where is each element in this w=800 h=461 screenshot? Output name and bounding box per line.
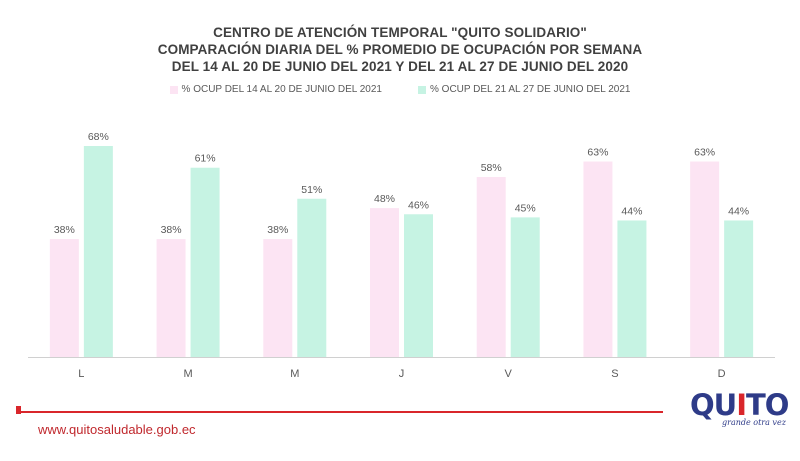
- bar-2020-5: [617, 220, 647, 357]
- title-line-2: COMPARACIÓN DIARIA DEL % PROMEDIO DE OCU…: [157, 42, 643, 57]
- title-line-3: DEL 14 AL 20 DE JUNIO DEL 2021 Y DEL 21 …: [171, 59, 629, 74]
- data-label-2020-0: 68%: [88, 131, 109, 143]
- bar-2021-1: [156, 239, 186, 357]
- bar-2020-3: [404, 214, 433, 357]
- data-label-2020-6: 44%: [728, 205, 749, 217]
- chart-legend: % OCUP DEL 14 AL 20 DE JUNIO DEL 2021 % …: [0, 84, 800, 95]
- chart-title: CENTRO DE ATENCIÓN TEMPORAL "QUITO SOLID…: [0, 24, 800, 75]
- bar-2020-4: [510, 217, 540, 357]
- bar-2020-6: [724, 220, 754, 357]
- data-label-2020-2: 51%: [301, 184, 322, 196]
- x-tick-label-0: L: [78, 368, 84, 380]
- x-tick-label-3: J: [399, 368, 405, 380]
- logo-tagline: grande otra vez: [722, 418, 786, 427]
- data-label-2020-4: 45%: [515, 202, 536, 214]
- title-line-1: CENTRO DE ATENCIÓN TEMPORAL "QUITO SOLID…: [213, 25, 587, 40]
- legend-swatch-2021: [169, 85, 178, 94]
- data-label-2021-6: 63%: [694, 147, 715, 159]
- data-label-2020-1: 61%: [195, 153, 216, 165]
- bar-2020-2: [297, 198, 327, 357]
- footer-website-link[interactable]: www.quitosaludable.gob.ec: [38, 422, 196, 437]
- legend-item-2021: % OCUP DEL 14 AL 20 DE JUNIO DEL 2021: [169, 84, 382, 95]
- legend-swatch-2020: [418, 85, 426, 94]
- x-tick-label-1: M: [183, 368, 192, 380]
- data-label-2021-0: 38%: [54, 224, 75, 236]
- footer-divider: [18, 411, 663, 413]
- bar-2021-5: [583, 161, 613, 357]
- data-label-2021-4: 58%: [481, 162, 502, 174]
- bar-2021-6: [690, 161, 720, 357]
- data-label-2021-3: 48%: [374, 193, 395, 205]
- bar-2021-4: [476, 177, 506, 357]
- bar-2021-0: [49, 239, 79, 357]
- data-label-2021-5: 63%: [587, 147, 608, 159]
- data-label-2020-5: 44%: [621, 205, 642, 217]
- bar-2021-2: [263, 239, 293, 357]
- x-tick-label-6: D: [718, 368, 726, 380]
- data-label-2021-2: 38%: [267, 224, 288, 236]
- data-label-2021-1: 38%: [161, 224, 182, 236]
- x-tick-label-2: M: [290, 368, 299, 380]
- legend-label-2021: % OCUP DEL 14 AL 20 DE JUNIO DEL 2021: [181, 84, 382, 95]
- legend-item-2020: % OCUP DEL 21 AL 27 DE JUNIO DEL 2021: [418, 84, 630, 95]
- x-tick-label-5: S: [611, 368, 618, 380]
- x-tick-label-4: V: [505, 368, 513, 380]
- legend-label-2020: % OCUP DEL 21 AL 27 DE JUNIO DEL 2021: [430, 84, 631, 95]
- quito-logo: QUITO grande otra vez: [686, 388, 789, 438]
- logo-wordmark: QUITO: [690, 388, 789, 422]
- footer-accent-mark: [16, 406, 21, 414]
- bar-2020-0: [83, 146, 113, 357]
- data-label-2020-3: 46%: [408, 199, 429, 211]
- bar-2021-3: [370, 208, 399, 357]
- bar-2020-1: [190, 167, 220, 357]
